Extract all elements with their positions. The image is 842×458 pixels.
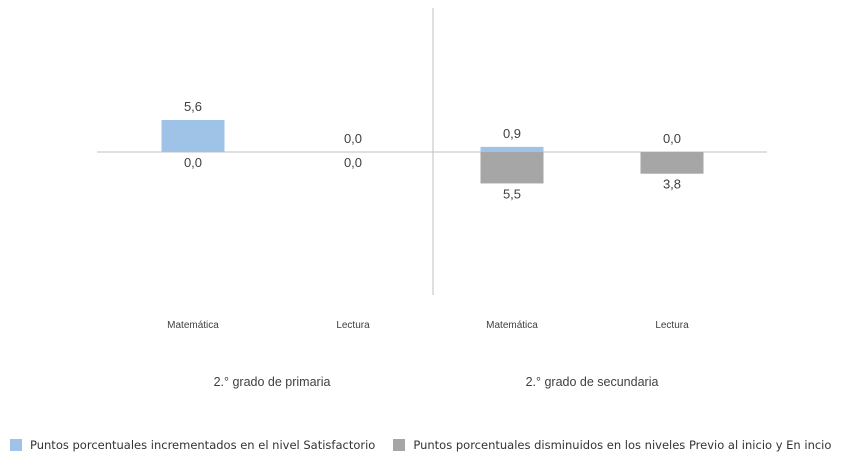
- legend-swatch-increase: [10, 439, 22, 451]
- data-label-increase-1: 0,0: [344, 131, 362, 146]
- data-label-decrease-0: 0,0: [184, 155, 202, 170]
- data-label-decrease-1: 0,0: [344, 155, 362, 170]
- x-tick-label-2: Matemática: [486, 320, 538, 331]
- group-label-1: 2.° grado de secundaria: [526, 375, 659, 389]
- data-label-increase-0: 5,6: [184, 99, 202, 114]
- x-tick-label-1: Lectura: [336, 320, 370, 331]
- group-label-0: 2.° grado de primaria: [214, 375, 331, 389]
- data-label-increase-3: 0,0: [663, 131, 681, 146]
- legend-label-increase: Puntos porcentuales incrementados en el …: [30, 438, 376, 452]
- bar-decrease-2: [480, 152, 544, 184]
- bar-decrease-3: [640, 152, 704, 174]
- bar-increase-2: [480, 146, 544, 152]
- legend: Puntos porcentuales incrementados en el …: [10, 438, 831, 452]
- chart: 5,6 0,0 Matemática 0,0 0,0 Lectura 0,9 5,5 Matem…: [97, 8, 767, 389]
- data-label-decrease-2: 5,5: [503, 186, 521, 201]
- chart-marks: 5,6 0,0 Matemática 0,0 0,0 Lectura 0,9 5,5 Matem…: [161, 99, 704, 389]
- data-label-increase-2: 0,9: [503, 126, 521, 141]
- data-label-decrease-3: 3,8: [663, 177, 681, 192]
- legend-swatch-decrease: [393, 439, 406, 451]
- x-tick-label-3: Lectura: [655, 320, 689, 331]
- legend-item-increase: Puntos porcentuales incrementados en el …: [10, 438, 375, 452]
- legend-label-decrease: Puntos porcentuales disminuidos en los n…: [413, 438, 832, 452]
- legend-item-decrease: Puntos porcentuales disminuidos en los n…: [393, 438, 831, 452]
- bar-increase-0: [161, 120, 225, 152]
- x-tick-label-0: Matemática: [167, 320, 219, 331]
